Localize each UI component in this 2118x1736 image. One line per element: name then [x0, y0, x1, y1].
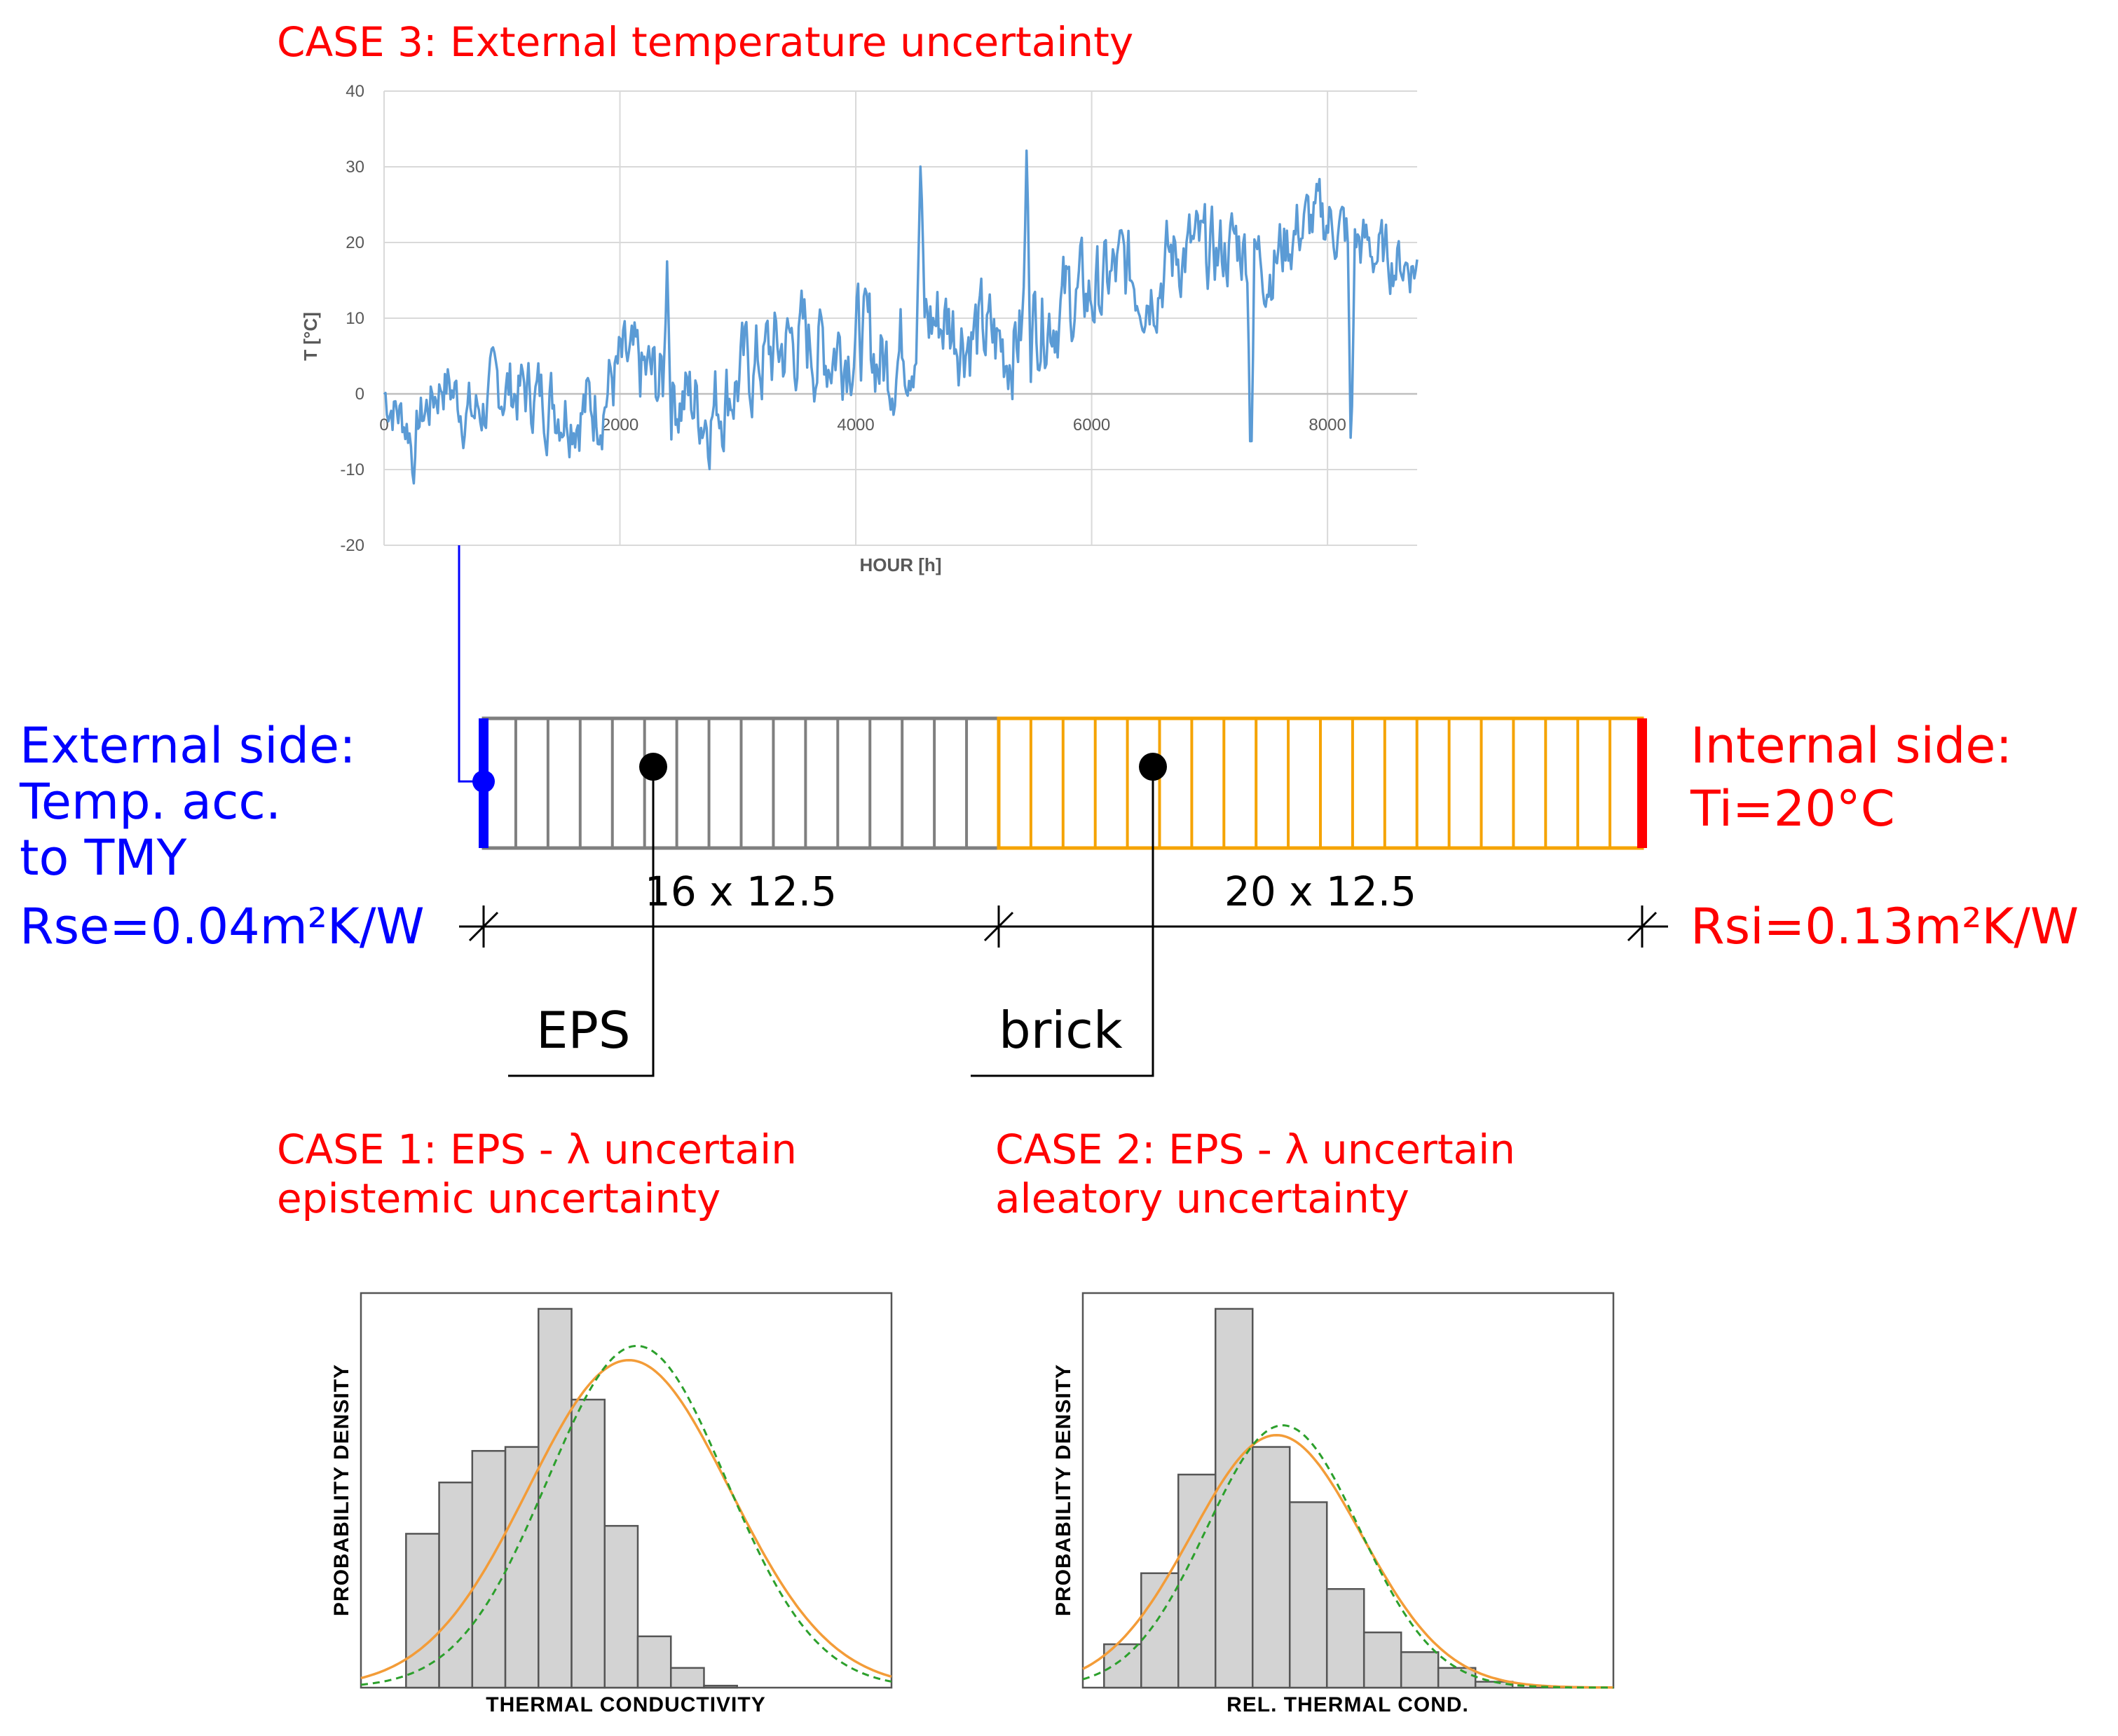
temp-xtick-label: 0	[379, 416, 388, 435]
external-side-rse: Rse=0.04m²K/W	[20, 898, 425, 955]
case2-bar	[1140, 1572, 1180, 1689]
temperature-series-line	[383, 149, 1419, 485]
temp-ytick-label: 40	[346, 82, 364, 101]
internal-side-rsi: Rsi=0.13m²K/W	[1690, 898, 2079, 955]
case2-bar	[1177, 1473, 1217, 1689]
temperature-chart-grid	[383, 90, 1417, 546]
internal-side-labels: Internal side: Ti=20°C Rsi=0.13m²K/W	[1690, 717, 2079, 955]
eps-label: EPS	[536, 1001, 631, 1060]
temp-ytick-label: -10	[340, 460, 364, 479]
case1-bar	[504, 1446, 540, 1689]
case1-bar	[603, 1524, 639, 1689]
temperature-chart-ticks: -20 -10 0 10 20 30 40 0 2000 4000 6000 8000	[340, 82, 1346, 555]
case2-bar	[1362, 1631, 1402, 1689]
case1-ylabel: PROBABILITY DENSITY	[330, 1364, 353, 1616]
case1-xlabel: THERMAL CONDUCTIVITY	[486, 1693, 765, 1716]
case1-bar	[636, 1635, 672, 1689]
case1-bar	[438, 1481, 474, 1689]
brick-label: brick	[999, 1001, 1123, 1060]
temp-ytick-label: 30	[346, 158, 364, 177]
case2-bar	[1288, 1501, 1328, 1689]
case2-bar	[1251, 1446, 1291, 1689]
eps-layer	[481, 716, 1001, 850]
temp-ytick-label: 0	[355, 385, 364, 404]
case2-lognormal-fit-curve	[1082, 1424, 1613, 1689]
temp-ytick-label: 20	[346, 233, 364, 252]
case3-title: CASE 3: External temperature uncertainty	[277, 18, 1133, 66]
case2-normal-fit-curve	[1082, 1433, 1614, 1689]
temperature-chart-xlabel: HOUR [h]	[860, 554, 942, 575]
case1-bar	[571, 1398, 606, 1689]
case1-normal-fit-curve	[360, 1358, 892, 1680]
external-side-temp: Temp. acc.	[19, 773, 281, 831]
temp-xtick-label: 2000	[601, 416, 638, 435]
internal-side-heading: Internal side:	[1690, 717, 2012, 774]
temp-xtick-label: 8000	[1309, 416, 1346, 435]
case2-bar	[1325, 1588, 1365, 1689]
temp-xtick-label: 4000	[837, 416, 874, 435]
external-side-heading: External side:	[20, 717, 356, 774]
case2-subtitle: aleatory uncertainty	[995, 1175, 1409, 1222]
case1-lognormal-fit-curve	[360, 1344, 892, 1686]
brick-leader-line	[971, 767, 1154, 1077]
wall-section	[472, 716, 1647, 850]
external-side-tmy: to TMY	[20, 829, 187, 887]
case1-bar	[405, 1533, 440, 1689]
temperature-chart-ylabel: T [°C]	[300, 312, 321, 361]
case1-title: CASE 1: EPS - λ uncertain	[277, 1126, 797, 1173]
case1-bar	[669, 1667, 705, 1689]
temp-xtick-label: 6000	[1073, 416, 1110, 435]
eps-dimension-label: 16 x 12.5	[645, 868, 837, 915]
temp-ytick-label: 10	[346, 309, 364, 328]
temp-ytick-label: -20	[340, 536, 364, 555]
case2-bar	[1215, 1308, 1254, 1689]
eps-leader-line	[508, 767, 655, 1077]
external-side-labels: External side: Temp. acc. to TMY Rse=0.0…	[19, 717, 425, 955]
case2-bar	[1400, 1651, 1440, 1689]
case1-subtitle: epistemic uncertainty	[277, 1175, 720, 1222]
brick-dimension-label: 20 x 12.5	[1224, 868, 1416, 915]
case1-bar	[538, 1308, 573, 1689]
case1-histogram: PROBABILITY DENSITY THERMAL CONDUCTIVITY	[330, 1292, 893, 1716]
case2-title: CASE 2: EPS - λ uncertain	[995, 1126, 1515, 1173]
case2-ylabel: PROBABILITY DENSITY	[1052, 1364, 1075, 1616]
case2-xlabel: REL. THERMAL COND.	[1227, 1693, 1469, 1716]
case2-bar	[1437, 1667, 1477, 1689]
case1-bar	[471, 1449, 507, 1689]
external-node-dot	[472, 770, 495, 793]
internal-side-ti: Ti=20°C	[1690, 780, 1895, 838]
brick-layer	[997, 716, 1644, 850]
dimension-line	[459, 905, 1668, 948]
case2-histogram: PROBABILITY DENSITY REL. THERMAL COND.	[1052, 1292, 1615, 1716]
case1-bar	[703, 1684, 738, 1689]
